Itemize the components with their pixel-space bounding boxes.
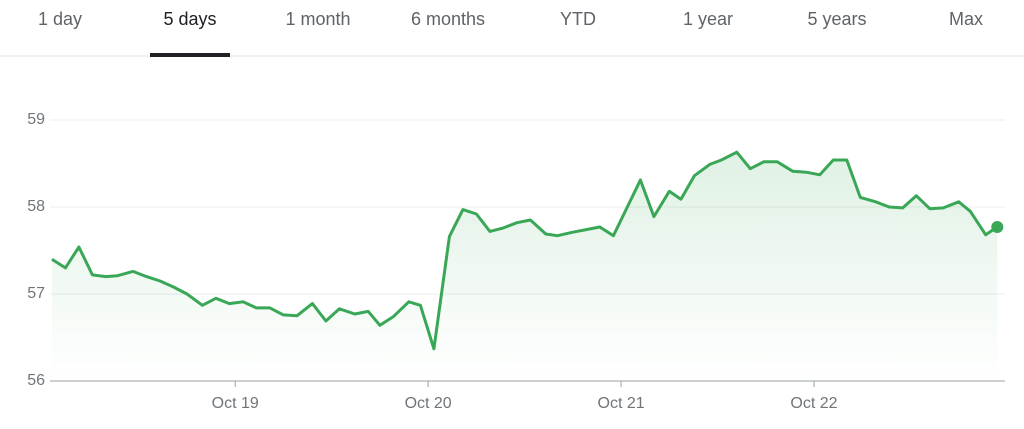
- tab-underline: [150, 53, 230, 57]
- y-tick-label: 57: [27, 285, 45, 302]
- tab[interactable]: 1 month: [285, 9, 350, 29]
- last-point: [991, 221, 1004, 234]
- y-tick-label: 56: [27, 372, 45, 389]
- tab[interactable]: 5 years: [807, 9, 866, 29]
- x-tick-label: Oct 22: [790, 395, 837, 412]
- y-tick-label: 58: [27, 198, 45, 215]
- tab[interactable]: 6 months: [411, 9, 485, 29]
- x-tick-label: Oct 20: [405, 395, 452, 412]
- tab[interactable]: YTD: [560, 9, 596, 29]
- tab[interactable]: Max: [949, 9, 983, 29]
- price-line: [51, 150, 999, 351]
- x-tick-label: Oct 21: [598, 395, 645, 412]
- y-tick-label: 59: [27, 111, 45, 128]
- tab[interactable]: 5 days: [163, 9, 216, 29]
- tab[interactable]: 1 year: [683, 9, 733, 29]
- x-tick-label: Oct 19: [212, 395, 259, 412]
- area: [51, 152, 998, 381]
- tab[interactable]: 1 day: [38, 9, 82, 29]
